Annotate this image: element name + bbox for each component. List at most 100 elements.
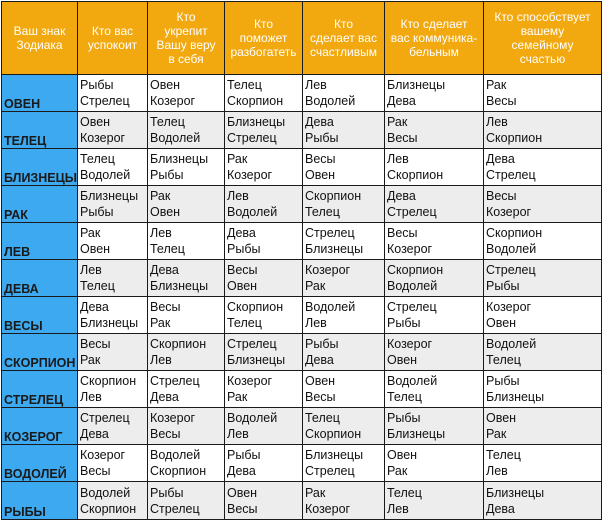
match-sign-label: Лев (150, 226, 172, 240)
table-row: СТРЕЛЕЦ Скорпион Лев Стрелец Дева Козерог Рак О… (1, 370, 602, 408)
match-sign-label: Скорпион (387, 168, 444, 182)
sign-cell: БЛИЗНЕЦЫ (1, 148, 78, 186)
match-sign-label: Лев (80, 263, 102, 277)
match-sign-label: Козерог (80, 448, 126, 462)
table-row: ЛЕВ Рак Овен Лев Телец Дева Рыбы Стрелец Близнец… (1, 222, 602, 260)
match-sign-label: Стрелец (80, 411, 130, 425)
match-cell: Лев Водолей (224, 185, 303, 223)
match-sign-label: Рыбы (80, 78, 114, 92)
header-calms-you: Кто вас успокоит (77, 1, 148, 75)
match-sign-label: Стрелец (227, 131, 277, 145)
match-cell: Телец Водолей (147, 111, 225, 149)
match-sign-label: Лев (150, 353, 172, 367)
match-cell: Близнецы Стрелец (224, 111, 303, 149)
match-cell: Весы Овен (302, 148, 385, 186)
match-sign-label: Рак (80, 353, 101, 367)
table-row: ОВЕН Рыбы Стрелец Овен Козерог Телец Скорпион Л… (1, 74, 602, 112)
match-cell: Козерог Весы (77, 444, 148, 482)
match-cell: Близнецы Стрелец (302, 444, 385, 482)
match-cell: Скорпион Лев (147, 333, 225, 371)
match-sign-label: Рыбы (80, 205, 114, 219)
match-sign-label: Телец (80, 152, 115, 166)
match-cell: Водолей Телец (384, 370, 484, 408)
match-sign-label: Весы (150, 427, 181, 441)
header-makes-communicative: Кто сделает вас коммуника- бельным (384, 1, 484, 75)
match-sign-label: Весы (227, 263, 258, 277)
match-sign-label: Телец (227, 316, 262, 330)
match-sign-label: Водолей (305, 300, 356, 314)
match-sign-label: Скорпион (80, 501, 137, 516)
match-sign-label: Рак (150, 316, 171, 330)
match-sign-label: Овен (80, 115, 111, 129)
match-sign-label: Дева (486, 152, 515, 166)
match-cell: Скорпион Лев (77, 370, 148, 408)
match-sign-label: Весы (305, 390, 336, 404)
match-sign-label: Весы (305, 152, 336, 166)
match-cell: Дева Близнецы (147, 259, 225, 297)
sign-cell: ТЕЛЕЦ (1, 111, 78, 149)
match-sign-label: Рак (387, 464, 408, 478)
match-cell: Рыбы Стрелец (77, 74, 148, 112)
match-sign-label: Близнецы (305, 448, 364, 462)
match-sign-label: Овен (305, 374, 336, 388)
match-cell: Скорпион Водолей (384, 259, 484, 297)
match-cell: Близнецы Рыбы (147, 148, 225, 186)
match-cell: Рак Овен (77, 222, 148, 260)
match-sign-label: Рак (80, 226, 101, 240)
match-cell: Стрелец Рыбы (483, 259, 602, 297)
match-cell: Весы Рак (77, 333, 148, 371)
match-sign-label: Водолей (387, 279, 438, 293)
match-sign-label: Лев (80, 390, 102, 404)
match-cell: Стрелец Близнецы (224, 333, 303, 371)
match-sign-label: Овен (486, 316, 517, 330)
match-sign-label: Весы (227, 501, 258, 516)
match-cell: Лев Скорпион (384, 148, 484, 186)
match-sign-label: Телец (227, 78, 262, 92)
match-sign-label: Близнецы (387, 427, 446, 441)
match-cell: Скорпион Телец (224, 296, 303, 334)
table-row: ДЕВА Лев Телец Дева Близнецы Весы Овен Козерог Р… (1, 259, 602, 297)
match-cell: Овен Весы (302, 370, 385, 408)
match-sign-label: Стрелец (227, 337, 277, 351)
match-cell: Телец Лев (384, 481, 484, 520)
match-sign-label: Овен (305, 168, 336, 182)
match-sign-label: Лев (227, 427, 249, 441)
match-sign-label: Рыбы (305, 131, 339, 145)
match-sign-label: Близнецы (227, 353, 286, 367)
sign-cell: ВЕСЫ (1, 296, 78, 334)
match-sign-label: Весы (486, 94, 517, 108)
match-sign-label: Рыбы (486, 374, 520, 388)
match-cell: Козерог Овен (384, 333, 484, 371)
header-family-happiness: Кто способствует вашему семейному счасть… (483, 1, 602, 75)
match-sign-label: Стрелец (150, 501, 200, 516)
sign-cell: СТРЕЛЕЦ (1, 370, 78, 408)
match-sign-label: Дева (80, 300, 109, 314)
match-sign-label: Близнецы (387, 78, 446, 92)
match-sign-label: Скорпион (486, 131, 543, 145)
match-sign-label: Водолей (486, 337, 537, 351)
match-sign-label: Овен (387, 448, 418, 462)
match-sign-label: Стрелец (150, 374, 200, 388)
match-sign-label: Близнецы (227, 115, 286, 129)
match-sign-label: Скорпион (305, 189, 362, 203)
match-sign-label: Близнецы (150, 152, 209, 166)
match-sign-label: Стрелец (486, 168, 536, 182)
sign-cell: КОЗЕРОГ (1, 407, 78, 445)
sign-cell: РАК (1, 185, 78, 223)
match-cell: Рыбы Близнецы (384, 407, 484, 445)
match-cell: Козерог Овен (483, 296, 602, 334)
match-cell: Дева Рыбы (302, 111, 385, 149)
match-sign-label: Скорпион (227, 94, 284, 108)
table-row: ВЕСЫ Дева Близнецы Весы Рак Скорпион Телец Водо… (1, 296, 602, 334)
match-cell: Рак Весы (483, 74, 602, 112)
match-sign-label: Овен (150, 78, 181, 92)
match-sign-label: Весы (150, 300, 181, 314)
match-sign-label: Стрелец (305, 226, 355, 240)
match-cell: Телец Лев (483, 444, 602, 482)
table-row: РЫБЫ Водолей Скорпион Рыбы Стрелец Овен Весы Ра… (1, 481, 602, 520)
match-sign-label: Скорпион (150, 337, 207, 351)
match-sign-label: Рыбы (150, 168, 184, 182)
match-cell: Лев Телец (77, 259, 148, 297)
match-sign-label: Рыбы (227, 242, 261, 256)
match-sign-label: Дева (305, 353, 334, 367)
